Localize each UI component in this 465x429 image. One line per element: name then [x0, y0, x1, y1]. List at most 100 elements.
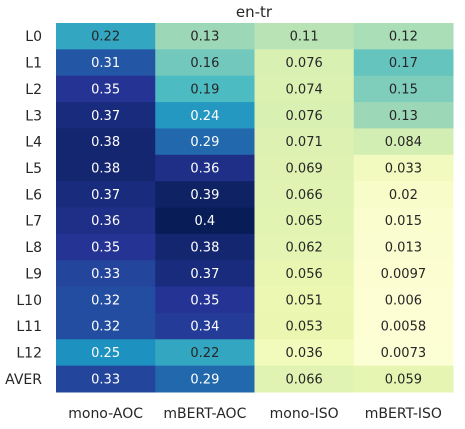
heatmap-cell: [254, 207, 355, 235]
heatmap-cell: [353, 312, 454, 340]
heatmap-cell-label: 0.013: [385, 241, 422, 256]
heatmap-cell-label: 0.29: [190, 135, 219, 150]
heatmap-cell-label: 0.37: [91, 109, 120, 124]
heatmap-cell: [56, 260, 156, 288]
heatmap-cell-label: 0.066: [286, 188, 323, 203]
heatmap-cell-label: 0.37: [91, 188, 120, 203]
heatmap-cell-label: 0.36: [91, 214, 120, 229]
heatmap-cell: [254, 49, 355, 77]
heatmap-cell-label: 0.13: [389, 109, 418, 124]
heatmap-cell-label: 0.19: [190, 82, 219, 97]
heatmap-cell: [254, 286, 355, 314]
column-tick-label: mBERT-ISO: [365, 406, 442, 422]
heatmap-cell: [155, 102, 255, 129]
column-tick-labels: mono-AOC mBERT-AOC mono-ISO mBERT-ISO: [68, 406, 442, 422]
heatmap-cell-label: 0.38: [91, 135, 120, 150]
column-tick-label: mBERT-AOC: [163, 406, 246, 422]
heatmap-cell: [353, 102, 454, 129]
heatmap-cell-label: 0.37: [190, 267, 219, 282]
heatmap-cell: [155, 233, 255, 261]
heatmap-cell: [155, 286, 255, 314]
heatmap-cell: [353, 154, 454, 182]
heatmap-cell-label: 0.4: [195, 214, 216, 229]
heatmap-cell: [155, 23, 255, 50]
heatmap-cell: [353, 181, 454, 208]
heatmap-cell-label: 0.051: [286, 293, 323, 308]
row-tick-label: L9: [25, 266, 42, 282]
heatmap-cell: [254, 154, 355, 182]
heatmap-cell-label: 0.35: [190, 293, 219, 308]
heatmap-cell: [56, 339, 156, 367]
heatmap-cell: [353, 233, 454, 261]
heatmap-cell-label: 0.38: [91, 161, 120, 176]
heatmap-cell-label: 0.069: [286, 161, 323, 176]
heatmap-cell-labels: 0.22 0.13 0.11 0.12 0.31 0.16 0.076 0.17 0.35 0.1…: [91, 30, 426, 388]
heatmap-cell-label: 0.02: [389, 188, 418, 203]
heatmap-cell: [353, 260, 454, 288]
heatmap-cell: [254, 339, 355, 367]
heatmap-cell-label: 0.076: [286, 56, 323, 71]
heatmap-cell-label: 0.22: [91, 30, 120, 45]
heatmap-cell: [56, 23, 156, 50]
heatmap-cell: [353, 49, 454, 77]
heatmap-cell: [353, 286, 454, 314]
row-tick-label: L2: [25, 82, 42, 98]
heatmap-cell-label: 0.15: [389, 82, 418, 97]
heatmap-cell: [155, 75, 255, 103]
row-tick-label: AVER: [5, 372, 42, 388]
heatmap-cell: [254, 233, 355, 261]
heatmap-cell: [56, 128, 156, 156]
heatmap-cell-label: 0.13: [190, 30, 219, 45]
heatmap-cell: [353, 128, 454, 156]
heatmap-cell: [254, 75, 355, 103]
heatmap-cell: [155, 181, 255, 208]
heatmap-cell-label: 0.062: [286, 241, 323, 256]
row-tick-label: L11: [16, 319, 42, 335]
heatmap-cell-label: 0.35: [91, 82, 120, 97]
row-tick-label: L3: [25, 108, 42, 124]
row-tick-label: L10: [16, 293, 42, 309]
heatmap-cell: [254, 365, 355, 393]
heatmap-cell-label: 0.12: [389, 30, 418, 45]
row-tick-label: L12: [16, 345, 42, 361]
heatmap-cell: [155, 207, 255, 235]
heatmap-cell: [353, 207, 454, 235]
heatmap-cell: [56, 312, 156, 340]
heatmap-cell: [56, 181, 156, 208]
heatmap-cell: [353, 75, 454, 103]
heatmap-cell: [254, 102, 355, 129]
heatmap-cell-label: 0.29: [190, 372, 219, 387]
heatmap-cell: [254, 312, 355, 340]
heatmap-cell-label: 0.033: [385, 161, 422, 176]
heatmap-cell-label: 0.006: [385, 293, 422, 308]
heatmap-cell-label: 0.34: [190, 320, 219, 335]
heatmap-cell-label: 0.056: [286, 267, 323, 282]
heatmap-cell-label: 0.0073: [381, 346, 427, 361]
row-tick-label: L6: [25, 187, 42, 203]
heatmap-cell-label: 0.071: [286, 135, 323, 150]
heatmap-cell-label: 0.33: [91, 267, 120, 282]
heatmap-cell: [56, 154, 156, 182]
row-tick-label: L0: [25, 29, 42, 45]
heatmap-cell-label: 0.31: [91, 56, 120, 71]
heatmap-cell-label: 0.053: [286, 320, 323, 335]
heatmap-cell-label: 0.32: [91, 293, 120, 308]
heatmap-cell-label: 0.24: [190, 109, 219, 124]
heatmap-cell-label: 0.33: [91, 372, 120, 387]
heatmap-cell: [155, 49, 255, 77]
column-tick-label: mono-AOC: [68, 406, 143, 422]
heatmap-cell: [56, 286, 156, 314]
row-tick-label: L1: [25, 56, 42, 72]
heatmap-cell: [353, 339, 454, 367]
row-tick-labels: L0 L1 L2 L3 L4 L5 L6 L7 L8 L9 L10 L11 L12 AVER: [5, 29, 42, 388]
heatmap-cell-label: 0.11: [290, 30, 319, 45]
column-tick-label: mono-ISO: [270, 406, 339, 422]
heatmap-cell-label: 0.084: [385, 135, 422, 150]
heatmap-cell-label: 0.25: [91, 346, 120, 361]
heatmap-cell-label: 0.39: [190, 188, 219, 203]
heatmap-cells: [56, 23, 454, 393]
heatmap-cell-label: 0.015: [385, 214, 422, 229]
heatmap-cell: [254, 128, 355, 156]
